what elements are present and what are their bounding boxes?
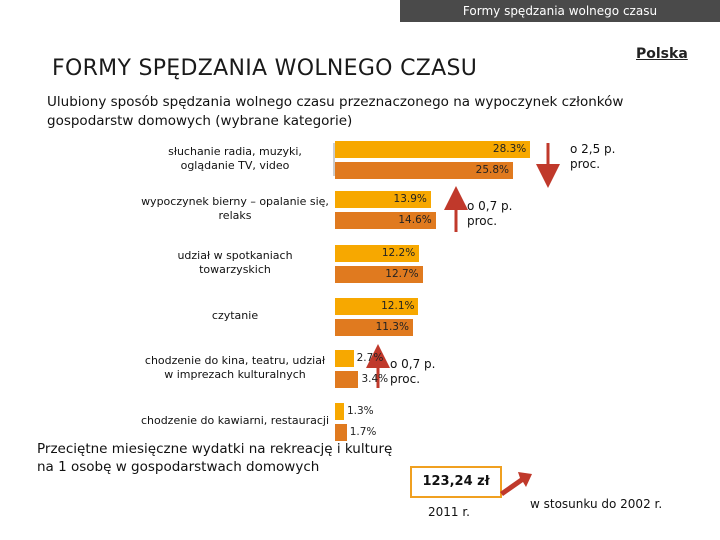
value-label: 2.7% — [356, 352, 384, 364]
subtitle: Ulubiony sposób spędzania wolnego czasu … — [47, 94, 624, 129]
bar — [335, 191, 431, 208]
cat-label: chodzenie do kina, teatru, udział w impr… — [144, 354, 326, 381]
bar — [335, 424, 347, 441]
bar — [335, 141, 531, 158]
arrow — [500, 472, 532, 496]
cat-label: udział w spotkaniach towarzyskich — [177, 249, 293, 276]
value-label: 1.3% — [346, 405, 374, 417]
bar — [335, 371, 359, 388]
bar — [335, 266, 423, 283]
bar — [335, 319, 413, 336]
cat-label: wypoczynek bierny – opalanie się, relaks — [141, 195, 329, 222]
value-label: 25.8% — [475, 164, 510, 176]
region: Polska — [636, 46, 688, 62]
value-label: 14.6% — [398, 214, 432, 226]
footnote: Przeciętne miesięczne wydatki na rekreac… — [37, 441, 393, 475]
value-label: 1.7% — [349, 426, 377, 438]
cat-label: słuchanie radia, muzyki, oglądanie TV, v… — [168, 145, 302, 172]
bar — [335, 298, 419, 315]
chart-title: FORMY SPĘDZANIA WOLNEGO CZASU — [52, 56, 478, 81]
value-label: 12.7% — [385, 268, 419, 280]
cat-label: czytanie — [211, 309, 259, 322]
bar — [335, 162, 514, 179]
amount: 123,24 zł — [410, 466, 502, 498]
header: Formy spędzania wolnego czasu — [400, 0, 720, 22]
annotation: o 0,7 p. proc. — [467, 199, 513, 228]
bar — [335, 245, 420, 262]
value-label: 12.1% — [381, 300, 415, 312]
value-label: 12.2% — [381, 247, 416, 259]
value-label: 11.3% — [375, 321, 409, 333]
annotation: o 0,7 p. proc. — [390, 357, 436, 386]
bar — [335, 212, 436, 229]
cat-label: chodzenie do kawiarni, restauracji — [140, 414, 330, 427]
bar — [335, 350, 354, 367]
value-label: 28.3% — [492, 143, 527, 155]
bar — [335, 403, 344, 420]
value-label: 13.9% — [393, 193, 427, 205]
year: 2011 r. — [428, 505, 470, 519]
value-label: 3.4% — [361, 373, 389, 385]
comparison: w stosunku do 2002 r. — [530, 497, 663, 511]
annotation: o 2,5 p. proc. — [570, 142, 616, 171]
